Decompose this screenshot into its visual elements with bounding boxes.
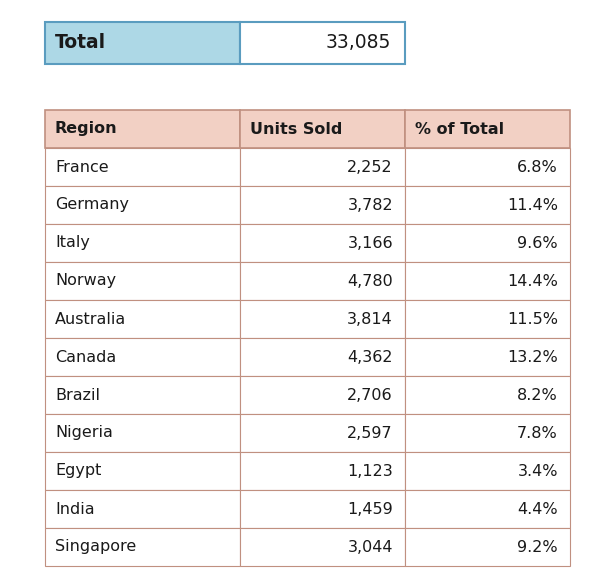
Text: Italy: Italy bbox=[55, 235, 90, 251]
Text: 13.2%: 13.2% bbox=[507, 350, 558, 364]
FancyBboxPatch shape bbox=[405, 186, 570, 224]
Text: 3.4%: 3.4% bbox=[518, 463, 558, 478]
FancyBboxPatch shape bbox=[45, 186, 240, 224]
FancyBboxPatch shape bbox=[240, 528, 405, 566]
Text: 4,362: 4,362 bbox=[348, 350, 393, 364]
FancyBboxPatch shape bbox=[240, 300, 405, 338]
Text: France: France bbox=[55, 160, 108, 175]
FancyBboxPatch shape bbox=[240, 224, 405, 262]
Text: 11.4%: 11.4% bbox=[507, 198, 558, 212]
FancyBboxPatch shape bbox=[240, 22, 405, 64]
Text: Region: Region bbox=[55, 121, 118, 136]
FancyBboxPatch shape bbox=[45, 376, 240, 414]
FancyBboxPatch shape bbox=[405, 490, 570, 528]
Text: % of Total: % of Total bbox=[415, 121, 504, 136]
Text: 4.4%: 4.4% bbox=[517, 502, 558, 517]
Text: Total: Total bbox=[55, 34, 106, 53]
FancyBboxPatch shape bbox=[405, 528, 570, 566]
FancyBboxPatch shape bbox=[405, 262, 570, 300]
Text: 3,782: 3,782 bbox=[348, 198, 393, 212]
Text: 7.8%: 7.8% bbox=[517, 426, 558, 440]
FancyBboxPatch shape bbox=[240, 110, 405, 148]
Text: 9.2%: 9.2% bbox=[517, 539, 558, 554]
FancyBboxPatch shape bbox=[45, 224, 240, 262]
FancyBboxPatch shape bbox=[405, 338, 570, 376]
FancyBboxPatch shape bbox=[45, 414, 240, 452]
Text: 11.5%: 11.5% bbox=[507, 311, 558, 327]
FancyBboxPatch shape bbox=[240, 186, 405, 224]
FancyBboxPatch shape bbox=[240, 338, 405, 376]
Text: 2,597: 2,597 bbox=[348, 426, 393, 440]
FancyBboxPatch shape bbox=[45, 300, 240, 338]
Text: Canada: Canada bbox=[55, 350, 116, 364]
Text: Australia: Australia bbox=[55, 311, 126, 327]
FancyBboxPatch shape bbox=[240, 414, 405, 452]
Text: 2,706: 2,706 bbox=[348, 387, 393, 403]
FancyBboxPatch shape bbox=[45, 148, 240, 186]
FancyBboxPatch shape bbox=[45, 490, 240, 528]
Text: Egypt: Egypt bbox=[55, 463, 102, 478]
Text: Singapore: Singapore bbox=[55, 539, 136, 554]
FancyBboxPatch shape bbox=[405, 224, 570, 262]
FancyBboxPatch shape bbox=[45, 338, 240, 376]
FancyBboxPatch shape bbox=[405, 110, 570, 148]
Text: India: India bbox=[55, 502, 95, 517]
Text: 4,780: 4,780 bbox=[347, 274, 393, 288]
Text: Norway: Norway bbox=[55, 274, 116, 288]
FancyBboxPatch shape bbox=[45, 262, 240, 300]
Text: 6.8%: 6.8% bbox=[517, 160, 558, 175]
Text: Nigeria: Nigeria bbox=[55, 426, 113, 440]
Text: 3,814: 3,814 bbox=[347, 311, 393, 327]
Text: 14.4%: 14.4% bbox=[507, 274, 558, 288]
Text: Brazil: Brazil bbox=[55, 387, 100, 403]
FancyBboxPatch shape bbox=[45, 528, 240, 566]
Text: 2,252: 2,252 bbox=[348, 160, 393, 175]
FancyBboxPatch shape bbox=[45, 452, 240, 490]
Text: 1,123: 1,123 bbox=[347, 463, 393, 478]
FancyBboxPatch shape bbox=[240, 490, 405, 528]
Text: Units Sold: Units Sold bbox=[250, 121, 342, 136]
FancyBboxPatch shape bbox=[240, 376, 405, 414]
FancyBboxPatch shape bbox=[405, 414, 570, 452]
FancyBboxPatch shape bbox=[240, 148, 405, 186]
FancyBboxPatch shape bbox=[240, 262, 405, 300]
FancyBboxPatch shape bbox=[405, 452, 570, 490]
FancyBboxPatch shape bbox=[405, 300, 570, 338]
Text: Germany: Germany bbox=[55, 198, 129, 212]
Text: 9.6%: 9.6% bbox=[517, 235, 558, 251]
FancyBboxPatch shape bbox=[45, 22, 240, 64]
FancyBboxPatch shape bbox=[45, 110, 240, 148]
Text: 8.2%: 8.2% bbox=[517, 387, 558, 403]
FancyBboxPatch shape bbox=[240, 452, 405, 490]
Text: 1,459: 1,459 bbox=[347, 502, 393, 517]
Text: 3,166: 3,166 bbox=[348, 235, 393, 251]
Text: 33,085: 33,085 bbox=[326, 34, 391, 53]
FancyBboxPatch shape bbox=[405, 148, 570, 186]
FancyBboxPatch shape bbox=[405, 376, 570, 414]
Text: 3,044: 3,044 bbox=[348, 539, 393, 554]
